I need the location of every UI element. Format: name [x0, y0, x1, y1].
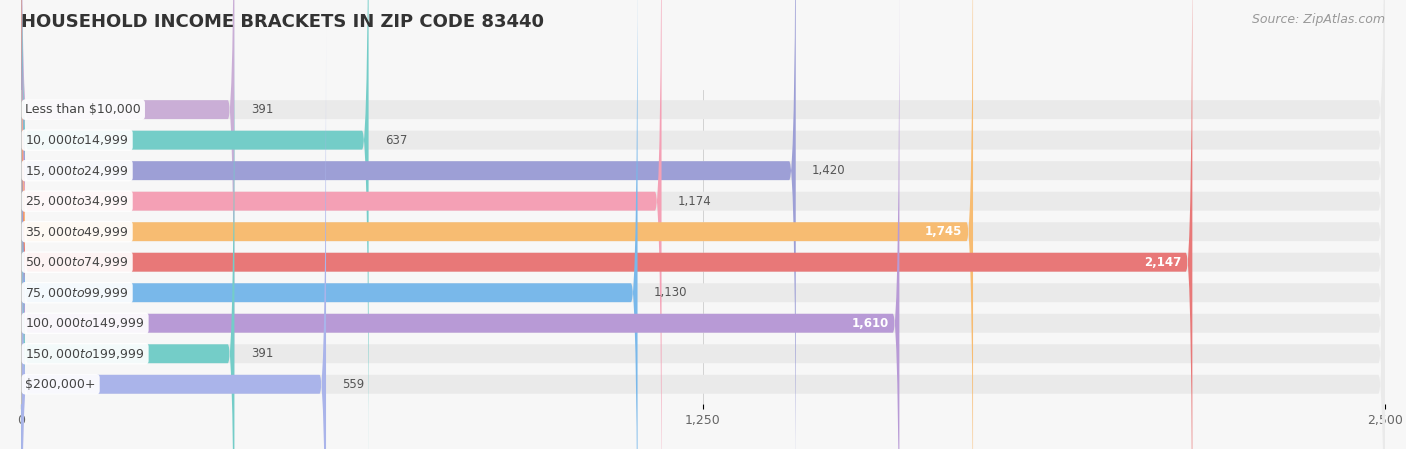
Text: 1,610: 1,610 — [851, 317, 889, 330]
FancyBboxPatch shape — [21, 27, 1385, 449]
FancyBboxPatch shape — [21, 0, 368, 449]
FancyBboxPatch shape — [21, 0, 900, 449]
Text: 637: 637 — [385, 134, 408, 147]
Text: 1,130: 1,130 — [654, 286, 688, 299]
FancyBboxPatch shape — [21, 0, 1385, 449]
FancyBboxPatch shape — [21, 0, 662, 449]
Text: 1,745: 1,745 — [925, 225, 962, 238]
FancyBboxPatch shape — [21, 0, 1385, 449]
Text: 1,420: 1,420 — [813, 164, 846, 177]
FancyBboxPatch shape — [21, 0, 1385, 449]
Text: $200,000+: $200,000+ — [25, 378, 96, 391]
FancyBboxPatch shape — [21, 0, 1385, 449]
FancyBboxPatch shape — [21, 0, 1385, 449]
Text: $10,000 to $14,999: $10,000 to $14,999 — [25, 133, 129, 147]
Text: 559: 559 — [343, 378, 364, 391]
Text: 2,147: 2,147 — [1144, 256, 1181, 269]
Text: $50,000 to $74,999: $50,000 to $74,999 — [25, 255, 129, 269]
FancyBboxPatch shape — [21, 0, 1385, 449]
Text: $75,000 to $99,999: $75,000 to $99,999 — [25, 286, 129, 300]
FancyBboxPatch shape — [21, 0, 1385, 449]
FancyBboxPatch shape — [21, 0, 637, 449]
Text: 391: 391 — [250, 347, 273, 360]
Text: 1,174: 1,174 — [678, 195, 711, 208]
FancyBboxPatch shape — [21, 0, 796, 449]
FancyBboxPatch shape — [21, 0, 1385, 449]
Text: $25,000 to $34,999: $25,000 to $34,999 — [25, 194, 129, 208]
Text: HOUSEHOLD INCOME BRACKETS IN ZIP CODE 83440: HOUSEHOLD INCOME BRACKETS IN ZIP CODE 83… — [21, 13, 544, 31]
Text: Source: ZipAtlas.com: Source: ZipAtlas.com — [1251, 13, 1385, 26]
Text: $100,000 to $149,999: $100,000 to $149,999 — [25, 316, 145, 330]
Text: $15,000 to $24,999: $15,000 to $24,999 — [25, 164, 129, 178]
FancyBboxPatch shape — [21, 0, 235, 449]
FancyBboxPatch shape — [21, 27, 326, 449]
Text: $150,000 to $199,999: $150,000 to $199,999 — [25, 347, 145, 361]
FancyBboxPatch shape — [21, 0, 973, 449]
Text: 391: 391 — [250, 103, 273, 116]
FancyBboxPatch shape — [21, 0, 1192, 449]
Text: $35,000 to $49,999: $35,000 to $49,999 — [25, 224, 129, 239]
Text: Less than $10,000: Less than $10,000 — [25, 103, 141, 116]
FancyBboxPatch shape — [21, 0, 1385, 449]
FancyBboxPatch shape — [21, 0, 235, 449]
